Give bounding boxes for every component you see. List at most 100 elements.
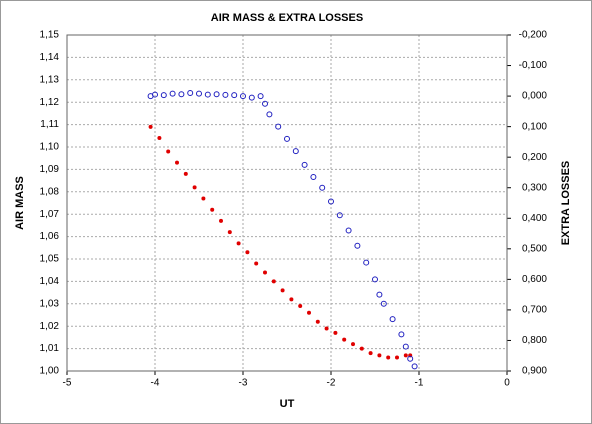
point xyxy=(315,319,320,324)
y2-tick-label: 0,100 xyxy=(522,121,547,132)
point xyxy=(307,310,311,315)
point xyxy=(175,160,179,165)
point xyxy=(152,91,158,98)
y-tick-label: 1,02 xyxy=(40,321,60,332)
point xyxy=(395,355,399,360)
point xyxy=(336,212,343,219)
point xyxy=(236,241,241,246)
x-axis-label: UT xyxy=(280,398,295,410)
point xyxy=(389,316,396,323)
point xyxy=(345,227,352,234)
point xyxy=(289,297,294,302)
point xyxy=(301,161,308,168)
point xyxy=(263,270,267,275)
point xyxy=(227,230,232,235)
y-tick-label: 1,04 xyxy=(40,276,60,287)
point xyxy=(354,242,361,249)
point xyxy=(262,100,268,107)
x-tick-label: -2 xyxy=(327,378,336,389)
point xyxy=(363,259,370,266)
point xyxy=(368,351,373,356)
y2-tick-label: 0,300 xyxy=(522,182,547,193)
y-tick-label: 1,12 xyxy=(40,97,60,108)
y-tick-label: 1,11 xyxy=(40,119,59,130)
y2-tick-label: 0,000 xyxy=(522,91,547,102)
y2-tick-label: 0,200 xyxy=(522,152,547,163)
chart-title: AIR MASS & EXTRA LOSSES xyxy=(211,12,363,24)
y2-tick-label: 0,800 xyxy=(522,335,547,346)
y-tick-label: 1,01 xyxy=(40,343,60,354)
point xyxy=(280,288,285,293)
point xyxy=(271,279,276,284)
point xyxy=(324,326,329,331)
point xyxy=(222,91,229,98)
point xyxy=(213,91,220,98)
point xyxy=(148,124,153,129)
x-tick-label: -5 xyxy=(63,378,72,389)
point xyxy=(376,291,383,298)
point xyxy=(240,93,246,100)
point xyxy=(245,250,250,255)
point xyxy=(398,331,405,338)
point xyxy=(407,355,414,362)
point xyxy=(319,184,326,191)
y2-tick-label: 0,400 xyxy=(522,213,547,224)
y2-tick-label: 0,900 xyxy=(522,366,547,377)
point xyxy=(284,135,290,142)
y-tick-label: 1,13 xyxy=(40,74,60,85)
point xyxy=(254,261,259,266)
point xyxy=(342,337,347,342)
y2-tick-label: 0,700 xyxy=(522,305,547,316)
y-tick-label: 1,03 xyxy=(40,298,60,309)
point xyxy=(372,276,378,283)
point xyxy=(402,343,409,350)
point xyxy=(411,363,418,370)
point xyxy=(266,111,273,118)
point xyxy=(248,94,255,101)
point xyxy=(196,90,202,97)
point xyxy=(333,330,338,335)
point xyxy=(257,93,264,100)
y-tick-label: 1,06 xyxy=(40,231,60,242)
point xyxy=(377,353,382,358)
point xyxy=(386,355,391,360)
point xyxy=(231,92,238,99)
point xyxy=(219,218,223,223)
point xyxy=(160,92,167,99)
point xyxy=(359,346,364,351)
x-tick-label: -1 xyxy=(415,378,424,389)
point xyxy=(403,353,408,358)
point xyxy=(298,304,303,309)
y2-tick-label: -0,200 xyxy=(519,30,548,41)
point xyxy=(292,148,299,155)
y-tick-label: 1,05 xyxy=(40,254,60,265)
x-tick-label: -3 xyxy=(239,378,248,389)
y-tick-label: 1,09 xyxy=(40,164,60,175)
point xyxy=(328,198,334,205)
y-axis-label: AIR MASS xyxy=(14,176,26,230)
point xyxy=(201,196,206,201)
plot-border xyxy=(66,34,508,372)
point xyxy=(187,90,194,97)
point xyxy=(380,300,387,307)
point xyxy=(210,207,215,212)
x-tick-label: 0 xyxy=(504,378,510,389)
point xyxy=(310,174,317,181)
point xyxy=(178,91,185,98)
point xyxy=(351,342,355,347)
y-tick-label: 1,10 xyxy=(40,142,60,153)
point xyxy=(204,91,211,98)
y2-axis-label: EXTRA LOSSES xyxy=(560,161,572,246)
point xyxy=(275,123,282,130)
point xyxy=(157,136,162,141)
point xyxy=(169,90,176,97)
x-tick-label: -4 xyxy=(151,378,160,389)
y-tick-label: 1,08 xyxy=(40,186,60,197)
point xyxy=(166,149,171,154)
y-tick-label: 1,07 xyxy=(40,209,60,220)
y2-tick-label: -0,100 xyxy=(519,60,548,71)
point xyxy=(192,185,197,190)
y-tick-label: 1,14 xyxy=(40,52,60,63)
y-tick-label: 1,00 xyxy=(40,366,60,377)
